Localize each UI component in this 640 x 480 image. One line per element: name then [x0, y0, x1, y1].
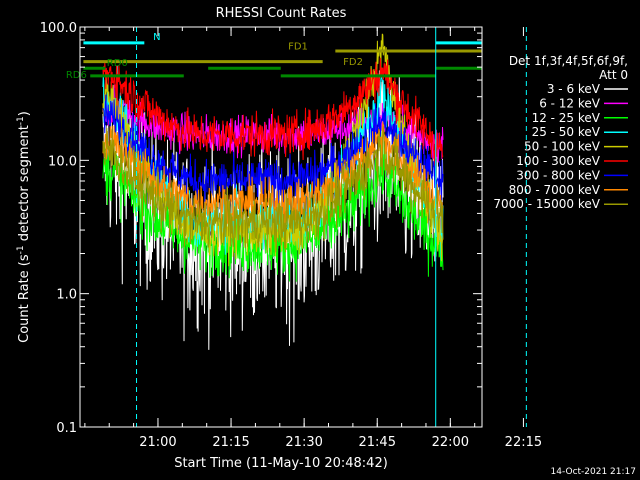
y-tick-label-2: 1.0: [56, 288, 77, 303]
series-line-8: [102, 127, 444, 254]
y-axis: 100.0 10.0 1.0 0.1: [40, 21, 482, 436]
series-line-5: [102, 57, 444, 167]
x-tick-label-0: 21:00: [139, 435, 176, 450]
legend-label-4: 50 - 100 keV: [524, 140, 601, 154]
x-tick-label-4: 22:00: [432, 435, 469, 450]
flag-label-n: N: [153, 32, 160, 43]
legend-label-3: 25 - 50 keV: [532, 125, 601, 139]
legend-label-8: 7000 - 15000 keV: [493, 197, 600, 211]
flag-label-rd0: RD0: [107, 58, 128, 69]
x-tick-label-3: 21:45: [359, 435, 396, 450]
series-layer: [102, 33, 444, 350]
x-axis-label: Start Time (11-May-10 20:48:42): [174, 456, 388, 471]
chart-title: RHESSI Count Rates: [216, 6, 347, 21]
legend-header-line-1: Det 1f,3f,4f,5f,6f,9f,: [509, 54, 628, 68]
x-axis: 21:00 21:15 21:30 21:45 22:00 22:15: [84, 27, 542, 450]
legend-label-1: 6 - 12 keV: [539, 96, 601, 110]
flag-label-fd1: FD1: [288, 41, 308, 52]
plot-frame: [79, 26, 483, 428]
legend-label-0: 3 - 6 keV: [547, 82, 601, 96]
legend-header-line-2: Att 0: [599, 68, 628, 82]
series-line-2: [102, 125, 444, 282]
x-tick-label-5: 22:15: [505, 435, 542, 450]
y-tick-label-3: 0.1: [56, 421, 77, 436]
footer-timestamp: 14-Oct-2021 21:17: [551, 467, 636, 477]
flag-bars-layer: N FD1 FD2 RD0 RD6: [66, 32, 482, 81]
legend-label-5: 100 - 300 keV: [516, 154, 600, 168]
x-tick-label-2: 21:30: [285, 435, 322, 450]
legend-label-2: 12 - 25 keV: [532, 111, 601, 125]
legend: Det 1f,3f,4f,5f,6f,9f, Att 0 3 - 6 keV6 …: [493, 54, 628, 211]
legend-label-7: 800 - 7000 keV: [509, 183, 601, 197]
y-tick-label-1: 10.0: [48, 154, 77, 169]
series-line-7: [102, 121, 444, 232]
y-tick-label-0: 100.0: [40, 21, 77, 36]
legend-label-6: 300 - 800 keV: [516, 168, 600, 182]
flag-label-fd2: FD2: [343, 57, 363, 68]
y-axis-label: Count Rate (s-1 detector segment-1): [16, 111, 32, 343]
flag-label-rd6: RD6: [66, 70, 87, 81]
x-tick-label-1: 21:15: [212, 435, 249, 450]
